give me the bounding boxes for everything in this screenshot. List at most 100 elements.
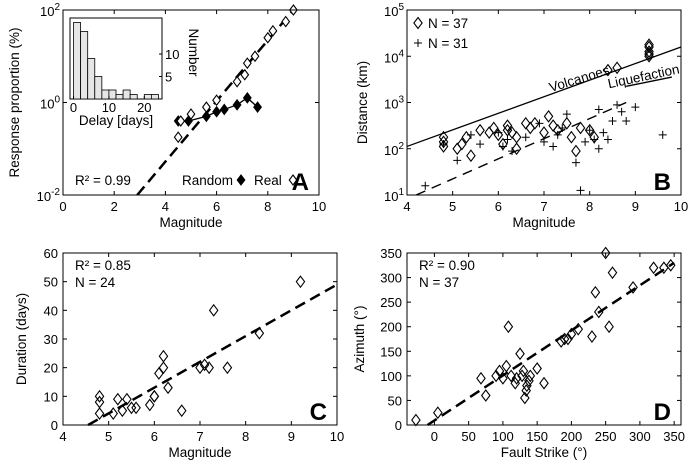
- panel-b-diamond-point: [562, 116, 572, 130]
- panel-c-point: [149, 389, 160, 403]
- panel-b-legend-plus-marker: [414, 39, 422, 47]
- panel-c-point: [154, 366, 164, 380]
- panel-a-inset-xtick-label: 10: [102, 100, 116, 115]
- panel-c-axes: [62, 252, 338, 426]
- panel-d: 0 50 100 150 200 250 300 350 0 50 100 150 200 250 300 3…: [352, 246, 685, 460]
- panel-a-legend-real-marker: [288, 174, 298, 186]
- panel-d-point: [476, 371, 486, 385]
- panel-c-ytick-label: 10: [44, 389, 58, 404]
- panel-a-random-point: [201, 110, 211, 123]
- panel-b-diamond-point: [493, 128, 504, 142]
- panel-b-plus-point: [594, 144, 603, 153]
- panel-b-diamond-point: [644, 40, 654, 54]
- panel-c-point: [222, 361, 233, 375]
- panel-b-diamond-point: [552, 123, 563, 137]
- panel-a-inset-bar: [150, 94, 159, 100]
- panel-d-xtick-label: 200: [561, 429, 583, 444]
- panel-b-line-volcanoes: [406, 46, 682, 148]
- panel-b-plus-point: [549, 142, 558, 151]
- panel-a-real-point: [263, 31, 273, 44]
- panel-b-axes: [406, 9, 682, 196]
- panel-d-point: [520, 391, 530, 405]
- panel-d-ytick-label: 250: [380, 295, 402, 310]
- panel-d-point: [518, 364, 529, 378]
- panel-a-inset-bar: [108, 89, 117, 100]
- panel-a-inset-bar: [80, 31, 89, 100]
- panel-a-real-point: [212, 94, 222, 107]
- panel-b-plus-point: [594, 105, 603, 114]
- panel-a-inset-bar: [73, 22, 82, 100]
- panel-a-legend-random-marker: [236, 174, 246, 186]
- panel-b-plus-point: [599, 128, 608, 137]
- panel-b-diamond-point: [438, 135, 449, 149]
- panel-c-xtick-label: 9: [288, 429, 295, 444]
- panel-c-xtick-label: 5: [105, 429, 112, 444]
- panel-c-point: [176, 404, 187, 418]
- panel-b-diamond-point: [644, 47, 654, 61]
- panel-d-point: [433, 406, 443, 420]
- panel-b-diamond-point: [520, 116, 531, 130]
- panel-c-xtick-label: 6: [151, 429, 158, 444]
- panel-b-diamond-point: [461, 130, 472, 144]
- panel-c-xtick-label: 10: [330, 429, 344, 444]
- panel-a-inset-ytick-label: 5: [165, 70, 172, 85]
- panel-b-diamond-point: [502, 123, 513, 137]
- panel-a-inset-bar: [122, 89, 131, 100]
- panel-c-ytick-label: 30: [44, 332, 58, 347]
- panel-a-r2: R² = 0.99: [75, 173, 131, 188]
- panel-d-ytick-label: 200: [380, 320, 402, 335]
- panel-b-ytick-label: 103: [384, 95, 404, 112]
- panel-d-ylabel: Azimuth (°): [352, 306, 367, 373]
- panel-d-letter: D: [654, 399, 671, 426]
- panel-b-diamond-point: [507, 126, 517, 139]
- panel-c-n: N = 24: [75, 275, 116, 290]
- panel-b-plus-point: [613, 100, 622, 109]
- panel-c-point: [108, 407, 119, 420]
- panel-b-plus-point: [521, 133, 530, 142]
- panel-b-ytick-label: 104: [384, 48, 404, 65]
- panel-a-xtick-label: 2: [111, 199, 118, 214]
- panel-b-plus-point: [571, 158, 580, 167]
- panel-b-legend-diamond-marker: [413, 16, 423, 30]
- panel-d-point: [593, 305, 604, 319]
- panel-b-liquefaction-label: Liquefaction: [606, 61, 680, 91]
- panel-b-plus-point: [453, 156, 462, 165]
- panel-a-legend-real: Real: [254, 173, 282, 188]
- panel-a-xtick-label: 0: [59, 199, 66, 214]
- panel-b-diamond-point: [438, 130, 449, 144]
- panel-c-letter: C: [310, 399, 327, 426]
- panel-c-xtick-label: 8: [242, 429, 249, 444]
- panel-d-fit-line: [426, 261, 675, 427]
- panel-b-legend-n37: N = 37: [428, 16, 468, 31]
- panel-d-ytick-label: 150: [380, 344, 402, 359]
- panel-a-inset-xlabel: Delay [days]: [79, 113, 153, 128]
- panel-b-diamond-point: [548, 119, 558, 133]
- panel-b-diamond-point: [484, 126, 495, 139]
- panel-b-xtick-label: 8: [586, 199, 593, 214]
- panel-a-real-point: [281, 15, 291, 28]
- panel-d-point: [539, 376, 549, 390]
- panel-d-point: [648, 261, 659, 275]
- panel-d-point: [503, 320, 514, 334]
- panel-d-point: [532, 362, 542, 375]
- panel-b-xtick-label: 7: [540, 199, 547, 214]
- panel-b-diamond-point: [539, 126, 549, 139]
- panel-b-plus-point: [631, 103, 640, 112]
- panel-c: 4 5 6 7 8 9 10 0 10 20 30 40 50 60 Magnitude Duration (…: [14, 246, 344, 460]
- panel-b-ytick-label: 105: [384, 2, 404, 19]
- panel-c-point: [94, 389, 105, 403]
- panel-d-point: [590, 285, 601, 299]
- panel-d-axes: [406, 252, 682, 426]
- panel-c-ytick-label: 40: [44, 303, 58, 318]
- panel-d-xtick-label: 100: [492, 429, 514, 444]
- panel-b-diamond-point: [488, 121, 499, 135]
- panel-a-random-point: [212, 105, 222, 118]
- panel-b-diamond-point: [571, 144, 581, 158]
- panel-c-point: [195, 361, 205, 375]
- panel-c-point: [158, 361, 169, 375]
- panel-c-xlabel: Magnitude: [168, 445, 231, 460]
- panel-d-point: [600, 246, 611, 260]
- panel-a-xtick-label: 6: [213, 199, 220, 214]
- panel-d-ytick-label: 300: [380, 271, 402, 286]
